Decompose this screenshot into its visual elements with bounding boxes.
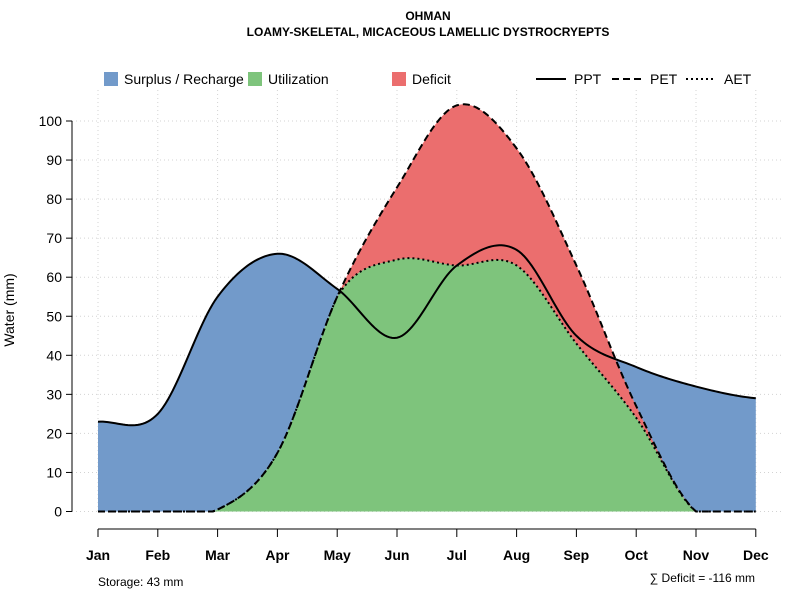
x-tick-label-mar: Mar <box>205 547 230 563</box>
y-axis-label: Water (mm) <box>1 273 17 346</box>
x-tick-label-apr: Apr <box>265 547 290 563</box>
y-tick-label: 100 <box>39 113 63 129</box>
storage-note: Storage: 43 mm <box>98 575 183 589</box>
x-tick-label-jul: Jul <box>447 547 467 563</box>
legend-swatch-deficit <box>392 72 406 86</box>
y-tick-label: 70 <box>46 230 62 246</box>
series-line-pet <box>98 103 756 513</box>
x-tick-label-jan: Jan <box>86 547 110 563</box>
deficit-note: ∑ Deficit = -116 mm <box>650 571 755 585</box>
x-tick-label-aug: Aug <box>503 547 530 563</box>
y-tick-label: 90 <box>46 152 62 168</box>
y-tick-label: 0 <box>54 504 62 520</box>
legend: Surplus / Recharge Utilization Deficit P… <box>104 71 752 87</box>
legend-label-ppt: PPT <box>574 71 602 87</box>
y-tick-label: 50 <box>46 308 62 324</box>
area-fills <box>98 104 756 512</box>
series-lines <box>97 103 756 513</box>
legend-label-pet: PET <box>650 71 678 87</box>
legend-label-deficit: Deficit <box>412 71 451 87</box>
x-tick-label-nov: Nov <box>683 547 710 563</box>
axes: 0 10 20 30 40 50 60 70 80 90 100 Jan Feb Mar Apr May Jun… <box>39 113 769 563</box>
x-tick-label-oct: Oct <box>625 547 649 563</box>
area-utilization <box>98 258 756 512</box>
legend-swatch-utilization <box>248 72 262 86</box>
legend-label-utilization: Utilization <box>268 71 329 87</box>
x-tick-label-may: May <box>324 547 351 563</box>
chart-title: OHMAN <box>405 9 450 23</box>
series-line-ppt <box>97 244 756 427</box>
y-tick-label: 10 <box>46 464 62 480</box>
x-tick-label-jun: Jun <box>385 547 410 563</box>
y-tick-label: 20 <box>46 425 62 441</box>
y-tick-label: 80 <box>46 191 62 207</box>
x-tick-label-sep: Sep <box>564 547 590 563</box>
legend-label-surplus: Surplus / Recharge <box>124 71 244 87</box>
y-tick-label: 40 <box>46 347 62 363</box>
y-tick-label: 30 <box>46 386 62 402</box>
legend-label-aet: AET <box>724 71 752 87</box>
area-surplus-recharge <box>98 245 756 512</box>
x-tick-label-dec: Dec <box>743 547 769 563</box>
y-tick-label: 60 <box>46 269 62 285</box>
x-tick-label-feb: Feb <box>145 547 170 563</box>
legend-swatch-surplus <box>104 72 118 86</box>
chart-subtitle: LOAMY-SKELETAL, MICACEOUS LAMELLIC DYSTR… <box>247 25 610 39</box>
area-deficit <box>98 104 756 512</box>
